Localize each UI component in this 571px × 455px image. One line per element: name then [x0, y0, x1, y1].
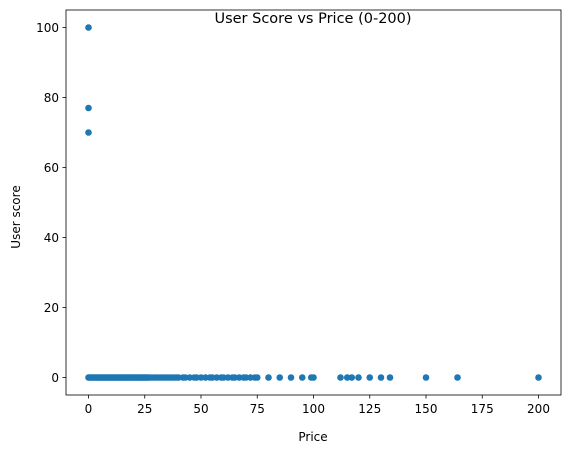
data-point: [298, 374, 306, 381]
data-point: [386, 374, 394, 381]
data-point: [276, 374, 284, 381]
x-tick-label: 75: [250, 402, 265, 416]
data-point: [454, 374, 461, 381]
data-point: [337, 374, 344, 381]
data-point: [287, 374, 295, 381]
data-point: [85, 129, 92, 136]
x-tick-label: 125: [358, 402, 381, 416]
plot-frame: [65, 9, 562, 396]
data-points: [85, 24, 542, 381]
data-point: [366, 374, 374, 381]
y-tick-label: 0: [51, 371, 59, 385]
y-tick-label: 60: [44, 161, 59, 175]
x-tick-label: 0: [85, 402, 93, 416]
data-point: [422, 374, 430, 381]
y-axis-ticks: 0 20 40 60 80 100: [36, 21, 66, 385]
data-point: [377, 374, 385, 381]
y-tick-label: 40: [44, 231, 59, 245]
y-tick-label: 100: [36, 21, 59, 35]
x-tick-label: 200: [527, 402, 550, 416]
data-point: [310, 374, 317, 381]
data-point: [535, 374, 542, 381]
x-axis-label: Price: [298, 430, 327, 444]
data-point: [348, 374, 356, 381]
data-point: [355, 374, 362, 381]
data-point: [85, 24, 92, 31]
x-axis-ticks: 0 25 50 75 100 125 150 175 200: [85, 395, 550, 416]
x-tick-label: 150: [415, 402, 438, 416]
data-point: [253, 374, 261, 381]
data-point: [85, 104, 92, 112]
y-tick-label: 80: [44, 91, 59, 105]
x-tick-label: 50: [193, 402, 208, 416]
chart-title: User Score vs Price (0-200): [214, 11, 411, 27]
y-tick-label: 20: [44, 301, 59, 315]
x-tick-label: 25: [137, 402, 152, 416]
x-tick-label: 100: [302, 402, 325, 416]
y-axis-label: User score: [9, 185, 23, 248]
data-point: [265, 374, 272, 381]
x-tick-label: 175: [471, 402, 494, 416]
